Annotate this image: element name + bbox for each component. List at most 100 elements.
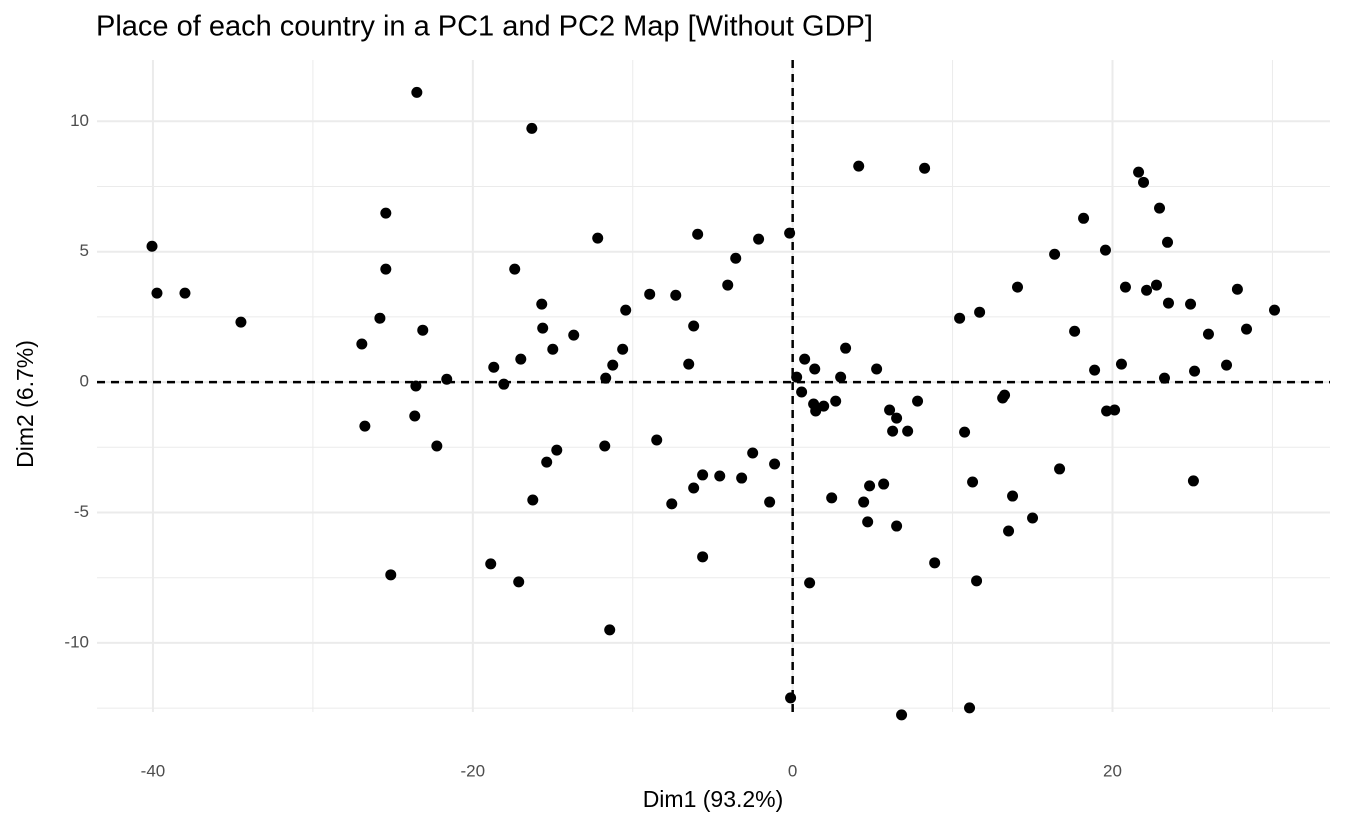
point xyxy=(974,306,986,318)
point xyxy=(1231,283,1243,295)
y-tick-label: -5 xyxy=(74,502,89,521)
point xyxy=(683,358,695,370)
point xyxy=(411,86,423,98)
point xyxy=(835,371,847,383)
point xyxy=(441,373,453,385)
point xyxy=(431,440,443,452)
x-tick-label: -20 xyxy=(461,761,486,780)
point xyxy=(1138,176,1150,188)
point xyxy=(871,363,883,375)
point xyxy=(488,361,500,373)
point xyxy=(651,434,663,446)
point xyxy=(799,353,811,365)
point xyxy=(1089,364,1101,376)
y-axis-title: Dim2 (6.7%) xyxy=(12,340,38,468)
x-tick-label: 0 xyxy=(788,761,797,780)
point xyxy=(736,472,748,484)
point xyxy=(769,458,781,470)
point xyxy=(1109,404,1121,416)
point xyxy=(791,371,803,383)
point xyxy=(967,476,979,488)
point xyxy=(1049,248,1061,260)
point xyxy=(670,289,682,301)
point xyxy=(840,342,852,354)
y-tick-label: 0 xyxy=(80,372,89,391)
point xyxy=(896,709,908,721)
point xyxy=(1162,297,1174,309)
point xyxy=(1185,298,1197,310)
point xyxy=(1221,359,1233,371)
point xyxy=(592,232,604,244)
point xyxy=(999,389,1011,401)
point xyxy=(146,240,158,252)
point xyxy=(359,420,371,432)
point xyxy=(374,312,386,324)
point xyxy=(1133,166,1145,178)
point xyxy=(235,316,247,328)
x-axis-title: Dim1 (93.2%) xyxy=(643,786,784,812)
point xyxy=(714,470,726,482)
point xyxy=(1027,512,1039,524)
point xyxy=(385,569,397,581)
point xyxy=(1162,236,1174,248)
point xyxy=(858,496,870,508)
point xyxy=(1054,463,1066,475)
point xyxy=(919,162,931,174)
point xyxy=(604,624,616,636)
point xyxy=(409,410,421,422)
point xyxy=(1012,281,1024,293)
point xyxy=(1141,284,1153,296)
point xyxy=(1241,323,1253,335)
point xyxy=(688,320,700,332)
point xyxy=(526,122,538,134)
point xyxy=(810,405,822,417)
point xyxy=(509,263,521,275)
point xyxy=(912,395,924,407)
point xyxy=(764,496,776,508)
point xyxy=(485,558,497,570)
point xyxy=(380,207,392,219)
point xyxy=(356,338,368,350)
y-tick-label: 10 xyxy=(70,111,89,130)
point xyxy=(891,520,903,532)
point xyxy=(1158,372,1170,384)
point xyxy=(809,363,821,375)
point xyxy=(784,227,796,239)
point xyxy=(753,233,765,245)
point xyxy=(864,480,876,492)
point xyxy=(971,575,983,587)
x-tick-label: -40 xyxy=(141,761,166,780)
point xyxy=(551,444,563,456)
point xyxy=(599,440,611,452)
point xyxy=(722,279,734,291)
point xyxy=(878,478,890,490)
x-tick-label: 20 xyxy=(1103,761,1122,780)
point xyxy=(151,287,163,299)
point xyxy=(620,304,632,316)
point xyxy=(498,378,510,390)
point xyxy=(902,425,914,437)
point xyxy=(730,252,742,264)
point xyxy=(536,298,548,310)
point xyxy=(568,329,580,341)
point xyxy=(688,482,700,494)
y-tick-label: 5 xyxy=(80,241,89,260)
point xyxy=(853,160,865,172)
point xyxy=(884,404,896,416)
point xyxy=(891,412,903,424)
point xyxy=(1189,365,1201,377)
point xyxy=(380,263,392,275)
point xyxy=(1115,358,1127,370)
point xyxy=(1269,304,1281,316)
point xyxy=(1119,281,1131,293)
y-tick-label: -10 xyxy=(64,632,89,651)
point xyxy=(830,395,842,407)
point xyxy=(666,498,678,510)
point xyxy=(959,426,971,438)
point xyxy=(1078,212,1090,224)
point xyxy=(887,425,899,437)
point xyxy=(796,386,808,398)
point xyxy=(804,577,816,589)
point xyxy=(417,324,429,336)
